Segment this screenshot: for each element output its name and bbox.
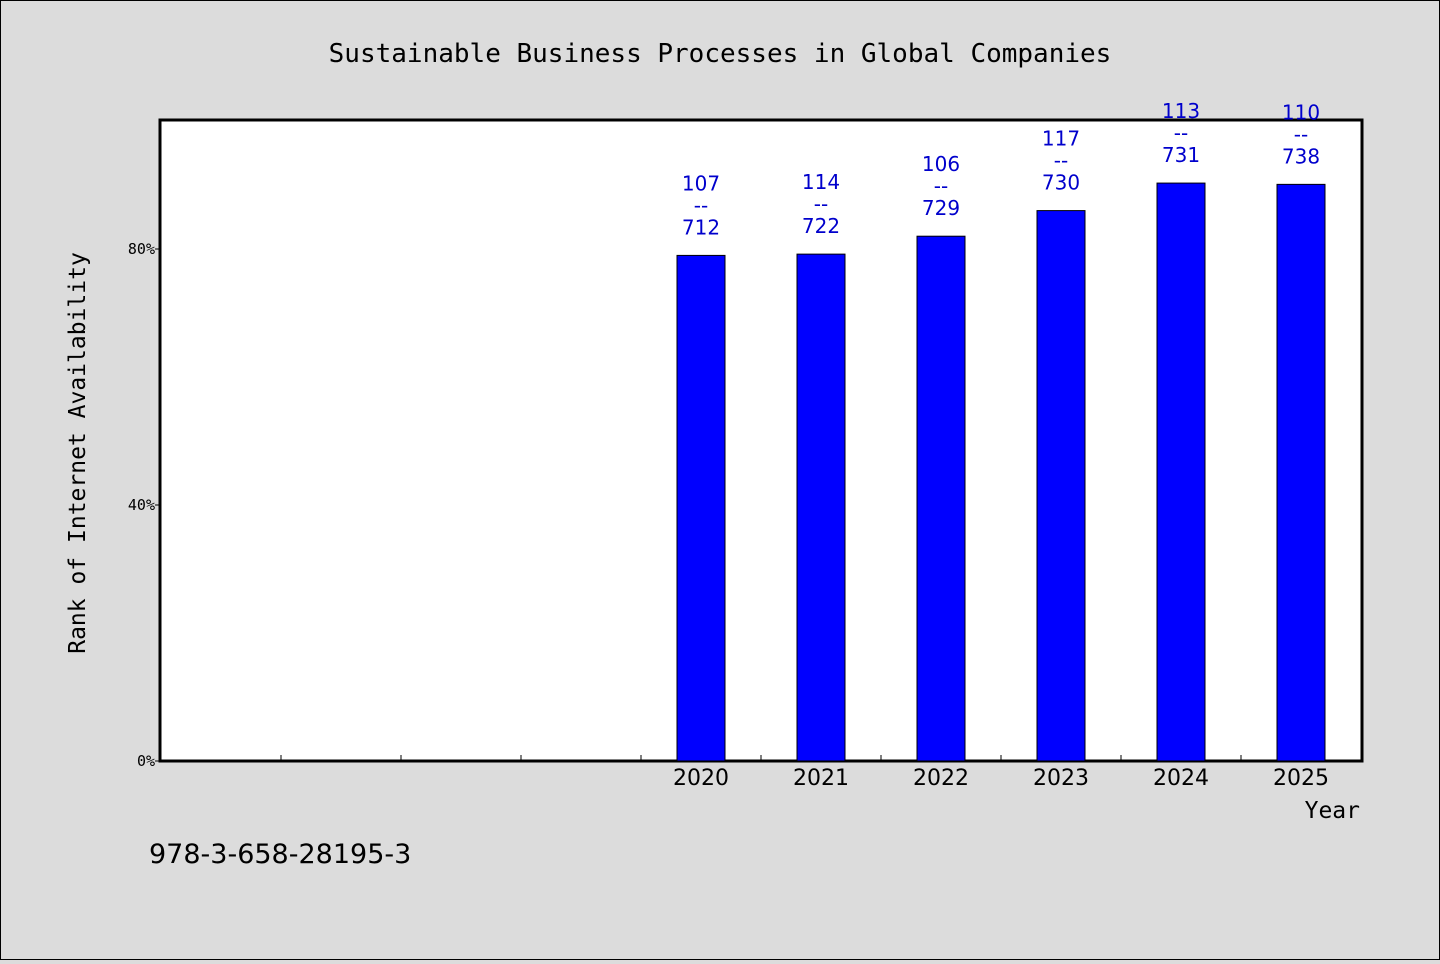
y-tick-label: 80% [128, 240, 155, 258]
data-label-2024-line3: 731 [1162, 143, 1200, 167]
x-tick-label-2021: 2021 [793, 766, 849, 791]
data-label-2023-line3: 730 [1042, 171, 1080, 195]
data-label-2024-line1: 113 [1162, 99, 1200, 123]
data-label-2020-line3: 712 [682, 215, 720, 239]
data-label-2021-line2: -- [814, 192, 828, 216]
x-tick-label-2023: 2023 [1033, 766, 1089, 791]
data-label-2025-line2: -- [1294, 122, 1308, 146]
data-label-2021-line1: 114 [802, 170, 840, 194]
footer-id-text: 978-3-658-28195-3 [149, 839, 411, 870]
x-axis-label: Year [1305, 798, 1360, 824]
x-tick-label-2022: 2022 [913, 766, 969, 791]
y-tick-label: 40% [128, 496, 155, 514]
y-axis-ticks: 0% 40% 80% [128, 240, 161, 770]
x-tick-label-2025: 2025 [1273, 766, 1329, 791]
x-tick-label-2020: 2020 [673, 766, 729, 791]
y-axis-label: Rank of Internet Availability [65, 252, 91, 654]
data-label-2022-line1: 106 [922, 152, 960, 176]
bar-2022 [916, 235, 966, 762]
x-tick-label-2024: 2024 [1153, 766, 1209, 791]
data-label-2022-line2: -- [934, 174, 948, 198]
data-label-2022-line3: 729 [922, 196, 960, 220]
bar-2023 [1036, 210, 1086, 762]
chart-title: Sustainable Business Processes in Global… [329, 39, 1112, 69]
data-label-2024-line2: -- [1174, 121, 1188, 145]
bar-2025 [1276, 183, 1326, 762]
x-axis-ticks: 2020 2021 2022 2023 2024 2025 [673, 766, 1329, 791]
data-label-2023-line1: 117 [1042, 127, 1080, 151]
data-label-2020-line1: 107 [682, 171, 720, 195]
bar-2024 [1156, 182, 1206, 762]
data-label-2025-line3: 738 [1282, 144, 1320, 168]
data-label-2025-line1: 110 [1282, 100, 1320, 124]
x-tick-marks [280, 755, 1242, 761]
bars-group [676, 182, 1326, 762]
data-label-2020-line2: -- [694, 193, 708, 217]
data-label-2021-line3: 722 [802, 214, 840, 238]
data-label-2023-line2: -- [1054, 149, 1068, 173]
y-tick-label: 0% [137, 752, 155, 770]
bar-2021 [796, 253, 846, 762]
data-labels-group: 107--712114--722106--729117--730113--731… [682, 99, 1320, 239]
bar-2020 [676, 254, 726, 762]
